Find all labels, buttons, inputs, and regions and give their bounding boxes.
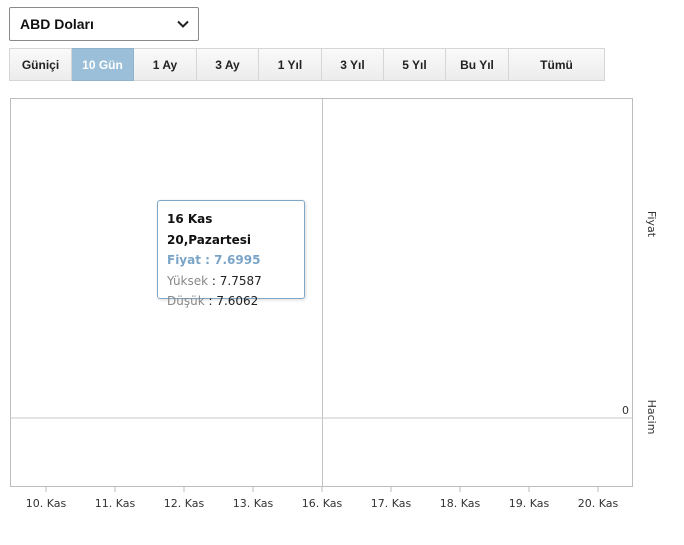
x-tick-label: 12. Kas — [164, 497, 205, 510]
tab-label: 10 Gün — [82, 57, 123, 72]
currency-select[interactable]: ABD Doları — [9, 7, 199, 41]
period-tabs: Güniçi 10 Gün 1 Ay 3 Ay 1 Yıl 3 Yıl 5 Yı… — [9, 48, 605, 81]
chart-tooltip: 16 Kas 20,Pazartesi Fiyat : 7.6995 Yükse… — [157, 200, 305, 308]
tooltip-high-row: Yüksek : 7.7587 — [167, 273, 262, 288]
x-tick-label: 16. Kas — [302, 497, 343, 510]
x-tick-label: 11. Kas — [95, 497, 136, 510]
tooltip-price-row: Fiyat : 7.6995 — [167, 253, 261, 267]
tab-3-yil[interactable]: 3 Yıl — [322, 48, 384, 81]
tooltip-low-row: Düşük : 7.6062 — [167, 294, 259, 308]
tab-label: Güniçi — [21, 57, 60, 72]
tab-1-yil[interactable]: 1 Yıl — [259, 48, 322, 81]
tab-gunici[interactable]: Güniçi — [9, 48, 72, 81]
x-tick-label: 13. Kas — [233, 497, 274, 510]
x-tick-label: 10. Kas — [26, 497, 67, 510]
tooltip-high-label: Yüksek — [167, 273, 209, 288]
tab-1-ay[interactable]: 1 Ay — [134, 48, 197, 81]
tooltip-low-label: Düşük — [167, 294, 205, 308]
tooltip-high-value: 7.7587 — [219, 273, 262, 288]
tooltip-price-value: 7.6995 — [214, 253, 261, 267]
chevron-down-icon — [177, 20, 189, 28]
tooltip-price-label: Fiyat — [167, 253, 201, 267]
volume-axis-title: Hacim — [645, 400, 658, 435]
tooltip-low-value: 7.6062 — [216, 294, 259, 308]
x-tick-label: 18. Kas — [440, 497, 481, 510]
tab-3-ay[interactable]: 3 Ay — [197, 48, 259, 81]
tab-label: Tümü — [540, 57, 573, 72]
tab-label: 1 Ay — [152, 57, 178, 72]
tab-label: 3 Yıl — [340, 57, 365, 72]
tab-label: 5 Yıl — [402, 57, 427, 72]
volume-tick-label: 0 — [622, 404, 629, 417]
y-axis-title: Fiyat — [645, 211, 658, 238]
x-tick-label: 19. Kas — [509, 497, 550, 510]
tab-tumu[interactable]: Tümü — [509, 48, 605, 81]
tab-10-gun[interactable]: 10 Gün — [72, 48, 134, 81]
tab-label: 3 Ay — [215, 57, 240, 72]
x-tick-label: 20. Kas — [578, 497, 619, 510]
chart-area[interactable] — [10, 98, 633, 487]
tab-5-yil[interactable]: 5 Yıl — [384, 48, 446, 81]
tab-label: 1 Yıl — [277, 57, 303, 72]
tab-bu-yil[interactable]: Bu Yıl — [446, 48, 509, 81]
currency-select-value: ABD Doları — [20, 16, 94, 32]
tab-label: Bu Yıl — [460, 57, 494, 72]
x-tick-label: 17. Kas — [371, 497, 412, 510]
tooltip-title: 16 Kas 20,Pazartesi — [167, 212, 251, 247]
